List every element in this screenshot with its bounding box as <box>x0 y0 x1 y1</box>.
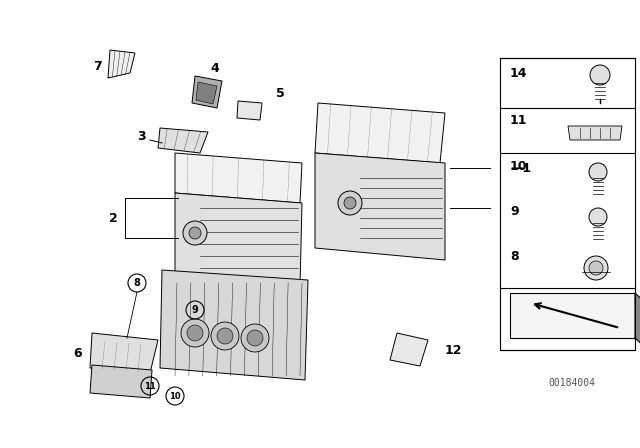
Circle shape <box>589 163 607 181</box>
Circle shape <box>590 65 610 85</box>
Polygon shape <box>315 103 445 163</box>
Text: 9: 9 <box>510 204 518 217</box>
Polygon shape <box>237 101 262 120</box>
Text: 7: 7 <box>93 60 101 73</box>
Circle shape <box>589 261 603 275</box>
Circle shape <box>211 322 239 350</box>
Circle shape <box>241 324 269 352</box>
Circle shape <box>187 325 203 341</box>
Circle shape <box>189 227 201 239</box>
Polygon shape <box>108 50 135 78</box>
Text: 8: 8 <box>510 250 518 263</box>
Circle shape <box>247 330 263 346</box>
Text: 8: 8 <box>134 278 140 288</box>
Circle shape <box>181 319 209 347</box>
Polygon shape <box>160 270 308 380</box>
Circle shape <box>589 208 607 226</box>
Polygon shape <box>192 76 222 108</box>
Polygon shape <box>315 153 445 260</box>
Text: 11: 11 <box>510 113 527 126</box>
Text: 3: 3 <box>137 129 145 142</box>
Polygon shape <box>90 365 152 398</box>
Polygon shape <box>158 128 208 153</box>
Circle shape <box>183 221 207 245</box>
Circle shape <box>344 197 356 209</box>
Polygon shape <box>175 193 302 288</box>
Circle shape <box>338 191 362 215</box>
Text: 6: 6 <box>74 346 83 359</box>
Polygon shape <box>510 293 635 338</box>
Polygon shape <box>196 82 217 104</box>
Circle shape <box>584 256 608 280</box>
Text: 10: 10 <box>169 392 181 401</box>
Text: 14: 14 <box>510 66 527 79</box>
Polygon shape <box>90 333 158 373</box>
Text: 5: 5 <box>276 86 284 99</box>
Text: —1: —1 <box>510 161 531 175</box>
Text: 10: 10 <box>510 159 527 172</box>
Text: 00184004: 00184004 <box>548 378 595 388</box>
Circle shape <box>217 328 233 344</box>
Text: 2: 2 <box>109 211 117 224</box>
Text: 9: 9 <box>191 305 198 315</box>
Polygon shape <box>568 126 622 140</box>
Polygon shape <box>390 333 428 366</box>
Text: 11: 11 <box>144 382 156 391</box>
Text: 12: 12 <box>445 344 463 357</box>
Polygon shape <box>635 293 640 350</box>
Polygon shape <box>175 153 302 203</box>
Text: 4: 4 <box>211 61 220 74</box>
